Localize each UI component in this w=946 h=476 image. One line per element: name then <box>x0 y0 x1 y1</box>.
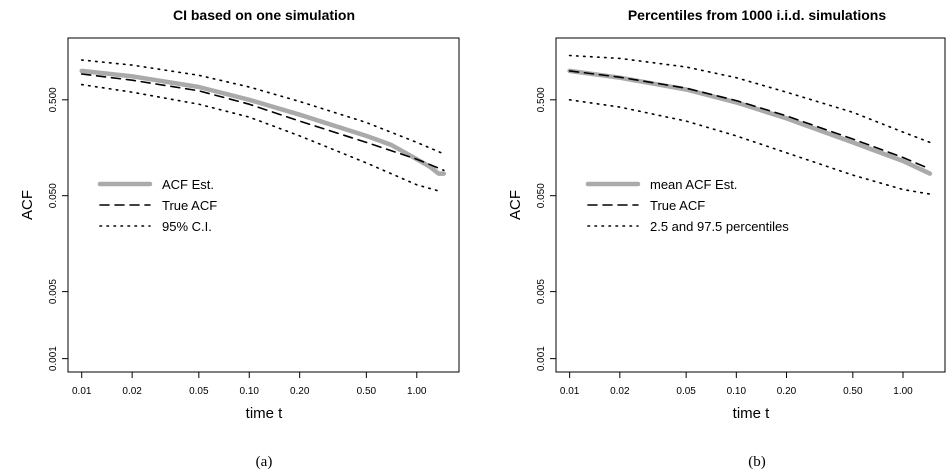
panel-a: CI based on one simulation 0.01 0.02 0.05 0.… <box>19 7 460 470</box>
legend-label: mean ACF Est. <box>650 177 737 192</box>
series-line <box>568 99 931 195</box>
y-tick-label: 0.005 <box>536 279 547 304</box>
y-tick-label: 0.050 <box>48 183 59 208</box>
x-tick-label: 1.00 <box>407 386 427 397</box>
panel-caption: (b) <box>748 454 766 470</box>
x-tick-label: 0.05 <box>189 386 209 397</box>
panel-b: Percentiles from 1000 i.i.d. simulations… <box>507 7 946 470</box>
y-axis-label: ACF <box>19 190 36 220</box>
x-tick-label: 0.01 <box>560 386 580 397</box>
legend-label: 95% C.I. <box>162 219 212 234</box>
series-line <box>80 73 445 172</box>
plot-frame <box>67 37 460 373</box>
series-line <box>80 59 443 154</box>
x-axis-label: time t <box>733 405 771 422</box>
y-tick-label: 0.500 <box>536 87 547 112</box>
y-tick-label: 0.001 <box>536 346 547 371</box>
series-line <box>568 70 931 170</box>
series-line <box>568 54 931 144</box>
x-tick-label: 0.05 <box>676 386 696 397</box>
y-tick-label: 0.050 <box>536 183 547 208</box>
x-tick-label: 0.01 <box>72 386 92 397</box>
panel-caption: (a) <box>256 454 273 470</box>
x-tick-label: 0.02 <box>610 386 630 397</box>
x-tick-label: 0.50 <box>843 386 863 397</box>
x-tick-label: 1.00 <box>893 386 913 397</box>
chart-title: Percentiles from 1000 i.i.d. simulations <box>628 7 887 23</box>
legend-label: True ACF <box>162 198 217 213</box>
x-axis-label: time t <box>246 405 284 422</box>
y-tick-label: 0.001 <box>48 346 59 371</box>
series-line <box>80 83 443 193</box>
x-tick-label: 0.20 <box>777 386 797 397</box>
y-axis-label: ACF <box>507 190 524 220</box>
x-tick-label: 0.50 <box>357 386 377 397</box>
y-tick-label: 0.500 <box>48 87 59 112</box>
y-tick-label: 0.005 <box>48 279 59 304</box>
x-tick-label: 0.10 <box>240 386 260 397</box>
plot-frame <box>555 37 946 373</box>
chart-title: CI based on one simulation <box>173 7 355 23</box>
legend-label: 2.5 and 97.5 percentiles <box>650 219 789 234</box>
series-line <box>79 68 447 176</box>
x-tick-label: 0.10 <box>727 386 747 397</box>
x-tick-label: 0.20 <box>290 386 310 397</box>
x-tick-label: 0.02 <box>122 386 142 397</box>
legend-label: True ACF <box>650 198 705 213</box>
legend-label: ACF Est. <box>162 177 214 192</box>
